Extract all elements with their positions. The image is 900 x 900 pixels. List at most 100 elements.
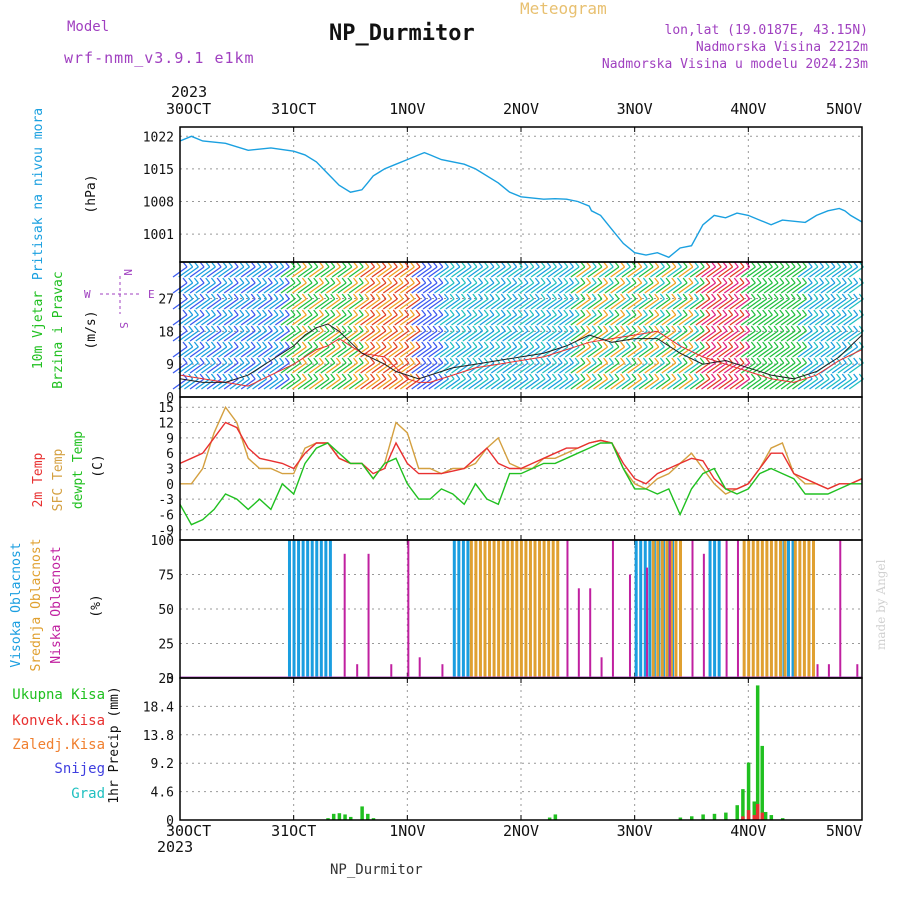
- wind-barb: [740, 298, 756, 310]
- wind-barb: [216, 341, 222, 348]
- wind-barb: [233, 341, 239, 348]
- wind-barb: [182, 277, 188, 284]
- wind-barb: [540, 277, 546, 284]
- wind-barb: [489, 325, 495, 332]
- wind-barb: [189, 266, 205, 278]
- wind-barb: [591, 277, 597, 284]
- wind-barb: [530, 282, 546, 294]
- wind-barb: [455, 293, 461, 300]
- wind-barb: [814, 346, 830, 358]
- y-tick-label: 12: [158, 417, 174, 432]
- wind-barb: [587, 282, 603, 294]
- precip-bar: [760, 812, 764, 820]
- wind-barb: [280, 282, 296, 294]
- wind-barb: [188, 261, 194, 268]
- wind-barb: [689, 314, 705, 326]
- wind-barb: [671, 277, 677, 284]
- wind-barb: [513, 330, 529, 342]
- wind-barb: [813, 341, 819, 348]
- wind-barb: [735, 282, 751, 294]
- wind-barb: [803, 362, 819, 374]
- wind-barb: [559, 298, 574, 310]
- wind-barb: [262, 325, 268, 332]
- wind-barb: [201, 298, 216, 310]
- wind-barb: [665, 357, 671, 364]
- wind-barb: [280, 330, 296, 342]
- wind-barb: [301, 277, 307, 284]
- wind-barb: [343, 282, 358, 294]
- wind-barb: [246, 362, 262, 374]
- wind-barb: [479, 362, 495, 374]
- wind-barb: [267, 261, 273, 268]
- wind-barb: [291, 266, 307, 278]
- wind-barb: [456, 282, 472, 294]
- wind-barb: [337, 346, 353, 358]
- wind-barb: [729, 282, 745, 294]
- wind-barb: [269, 314, 284, 326]
- wind-barb: [627, 298, 643, 310]
- wind-barb: [443, 357, 449, 364]
- wind-barb: [291, 362, 307, 374]
- wind-barb: [620, 357, 626, 364]
- wind-barb: [632, 282, 648, 294]
- wind-barb: [693, 293, 700, 300]
- wind-barb: [701, 282, 716, 294]
- wind-barb: [290, 309, 296, 316]
- wind-barb: [479, 298, 495, 310]
- wind-barb: [701, 314, 716, 326]
- wind-barb: [659, 277, 665, 284]
- wind-barb: [252, 298, 267, 310]
- wind-barb: [837, 282, 853, 294]
- wind-barb: [297, 346, 313, 358]
- wind-barb: [524, 378, 540, 390]
- wind-barb: [256, 277, 262, 284]
- wind-barb: [354, 282, 370, 294]
- cloud-bar: [538, 540, 542, 678]
- wind-barb: [256, 261, 262, 268]
- wind-barb: [326, 378, 341, 390]
- wind-barb: [597, 325, 603, 332]
- wind-barb: [364, 261, 370, 268]
- cloud-bar: [774, 540, 778, 678]
- pressure-unit-label: (hPa): [84, 174, 99, 213]
- wind-barb: [706, 330, 722, 342]
- wind-barb: [496, 330, 512, 342]
- wind-barb: [409, 357, 415, 364]
- cloud-bar: [301, 540, 305, 678]
- wind-barb: [797, 362, 813, 374]
- wind-barb: [286, 266, 302, 278]
- wind-barb: [245, 261, 251, 268]
- precip-legend-3: Snijeg: [54, 761, 105, 777]
- wind-barb: [183, 330, 199, 342]
- wind-barb: [426, 357, 432, 364]
- wind-barb: [307, 325, 313, 332]
- wind-barb: [178, 346, 194, 358]
- wind-barb: [813, 325, 819, 332]
- wind-barb: [615, 362, 631, 374]
- wind-barb: [377, 314, 392, 326]
- wind-barb: [701, 330, 716, 342]
- wind-barb: [267, 325, 273, 332]
- wind-barb: [223, 330, 239, 342]
- wind-barb: [392, 309, 398, 316]
- wind-barb: [853, 261, 859, 268]
- wind-barb: [426, 293, 432, 300]
- wind-barb: [587, 378, 603, 390]
- wind-barb: [201, 346, 216, 358]
- wind-barb: [729, 330, 745, 342]
- wind-barb: [227, 261, 233, 268]
- wind-barb: [587, 314, 603, 326]
- wind-barb: [604, 282, 620, 294]
- wind-barb: [797, 298, 813, 310]
- wind-barb: [439, 314, 455, 326]
- wind-barb: [358, 309, 364, 316]
- wind-barb: [559, 266, 574, 278]
- wind-barb: [779, 261, 785, 268]
- wind-barb: [263, 298, 279, 310]
- wind-barb: [240, 314, 256, 326]
- wind-barb: [819, 309, 825, 316]
- precip-bar: [331, 813, 336, 820]
- wind-barb: [603, 373, 609, 380]
- x-tick-label-top: 1NOV: [389, 100, 425, 118]
- wind-barb: [468, 378, 483, 390]
